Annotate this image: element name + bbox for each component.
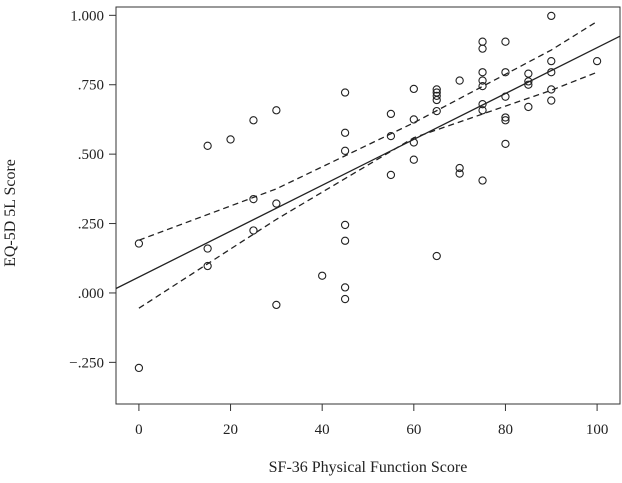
y-axis-label: EQ-5D 5L Score <box>2 159 19 267</box>
x-tick-label: 40 <box>315 422 330 438</box>
data-point <box>409 84 418 94</box>
data-point <box>501 92 510 101</box>
data-point <box>547 85 556 94</box>
data-point <box>272 199 281 208</box>
x-tick-label: 0 <box>135 422 143 438</box>
data-point <box>340 294 350 304</box>
data-point <box>501 37 510 46</box>
data-point <box>478 100 487 109</box>
regression-line <box>116 35 620 290</box>
data-point <box>524 80 533 89</box>
data-point <box>340 128 350 137</box>
y-tick-label: .000 <box>78 286 104 302</box>
data-point <box>524 69 533 78</box>
y-tick-label: −.250 <box>69 355 104 371</box>
data-point <box>547 96 556 105</box>
data-point <box>272 106 281 115</box>
data-point <box>432 91 441 100</box>
y-tick-label: .750 <box>78 78 104 94</box>
data-point <box>501 139 510 149</box>
data-point <box>432 251 441 261</box>
y-tick-label: .500 <box>78 147 104 163</box>
data-point <box>409 115 418 124</box>
x-axis-label: SF-36 Physical Function Score <box>269 459 468 476</box>
x-tick-label: 60 <box>406 422 421 438</box>
data-point <box>226 135 235 144</box>
data-point <box>478 81 487 91</box>
data-point <box>340 236 350 245</box>
plot-frame <box>115 6 621 405</box>
x-tick-label: 100 <box>586 422 609 438</box>
data-point <box>455 169 464 178</box>
data-point <box>524 77 533 86</box>
data-point <box>592 56 602 66</box>
data-point <box>340 220 350 230</box>
data-point <box>318 271 327 280</box>
data-point <box>386 170 396 180</box>
data-point <box>478 68 487 77</box>
data-point <box>432 95 441 105</box>
y-tick-label: 1.000 <box>70 8 104 24</box>
data-point <box>340 88 350 97</box>
data-point <box>272 300 281 310</box>
data-point <box>134 363 144 373</box>
data-point <box>340 146 350 155</box>
data-point <box>478 176 487 185</box>
data-point <box>501 113 510 122</box>
x-tick-label: 80 <box>498 422 513 438</box>
data-point <box>455 76 464 85</box>
x-tick-label: 20 <box>223 422 238 438</box>
confidence-band-lower <box>138 71 598 309</box>
data-point <box>501 116 510 125</box>
data-point <box>547 11 556 21</box>
confidence-band-upper <box>138 20 598 241</box>
data-point <box>432 106 441 116</box>
data-point <box>547 68 556 77</box>
data-point <box>249 194 258 204</box>
data-point <box>478 37 487 46</box>
data-point <box>134 239 144 248</box>
data-point <box>478 44 487 53</box>
data-point <box>409 138 418 147</box>
data-point <box>409 155 418 164</box>
data-point <box>249 226 258 235</box>
data-point <box>501 68 510 77</box>
data-point <box>432 85 441 94</box>
data-point <box>340 283 350 292</box>
data-point <box>524 102 533 112</box>
data-point <box>386 109 396 119</box>
data-point <box>478 76 487 85</box>
data-point <box>478 106 487 115</box>
data-point <box>249 116 258 125</box>
data-point <box>547 56 556 66</box>
data-point <box>203 261 212 271</box>
data-point <box>455 163 464 173</box>
y-tick-label: .250 <box>78 217 104 233</box>
data-point <box>386 131 396 141</box>
data-point <box>203 141 212 150</box>
data-point <box>203 244 212 253</box>
